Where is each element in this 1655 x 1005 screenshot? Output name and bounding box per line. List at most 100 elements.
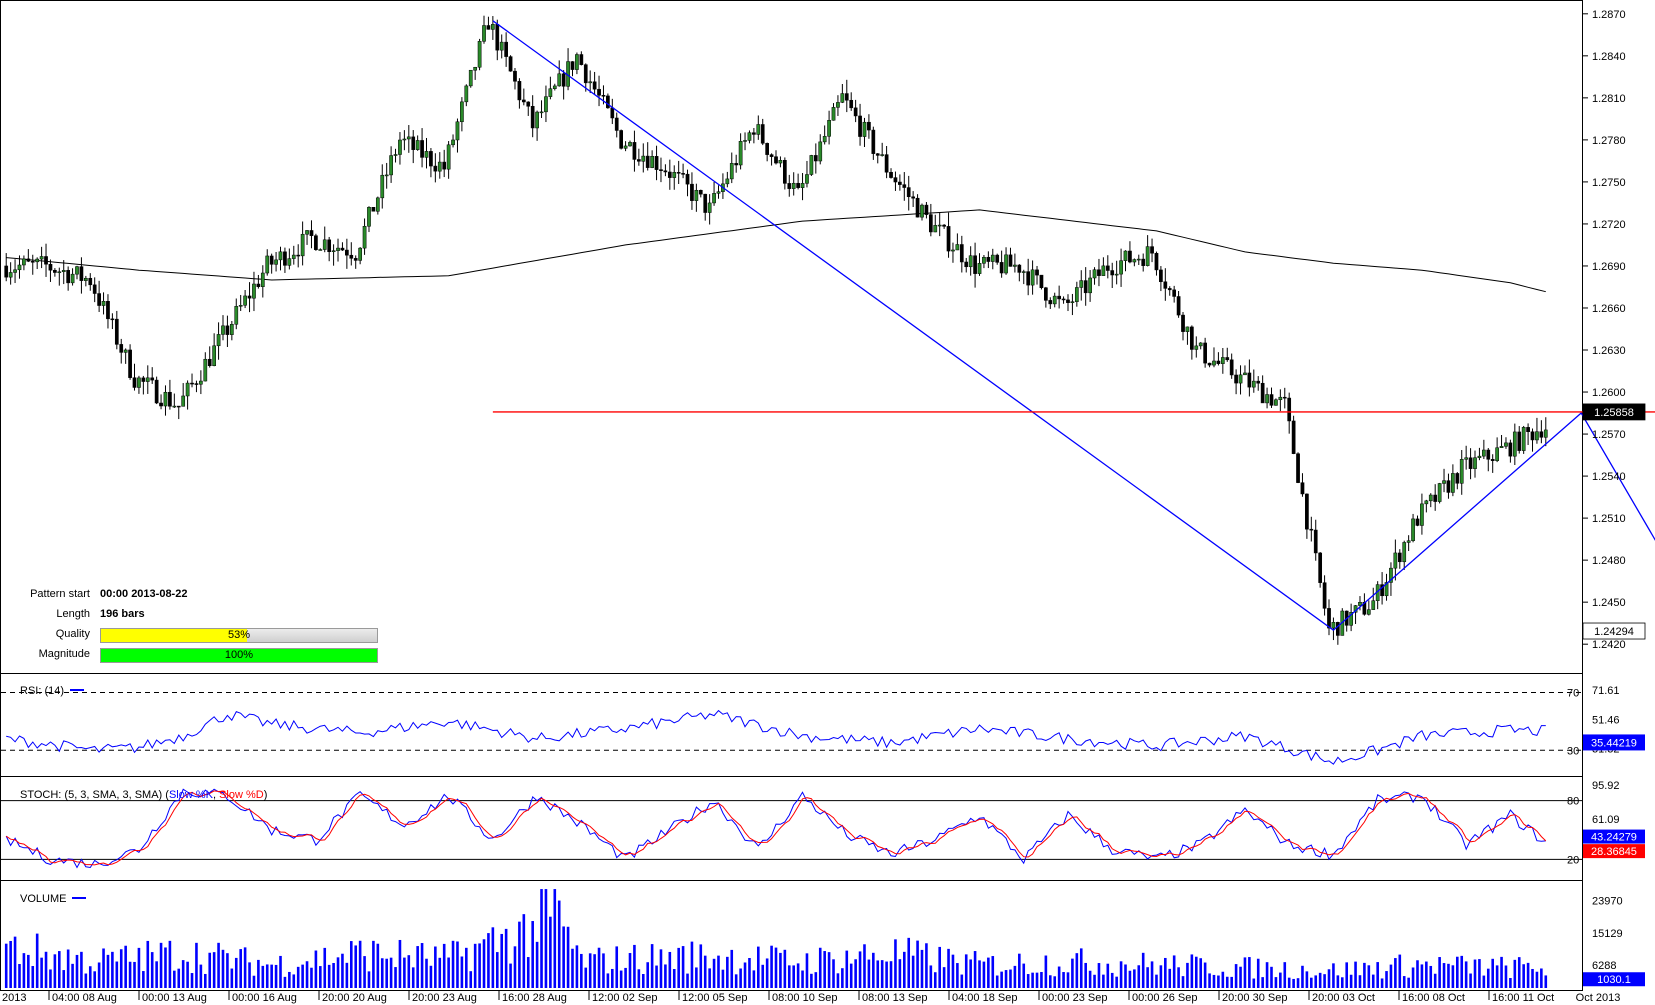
candle[interactable] bbox=[1017, 264, 1022, 282]
candle[interactable] bbox=[1092, 267, 1097, 285]
candle[interactable] bbox=[597, 75, 601, 107]
candle[interactable] bbox=[371, 207, 376, 212]
candle[interactable] bbox=[336, 238, 340, 262]
candle[interactable] bbox=[796, 173, 800, 190]
candle[interactable] bbox=[858, 103, 862, 146]
candle[interactable] bbox=[455, 118, 460, 153]
candle[interactable] bbox=[79, 257, 84, 294]
candle[interactable] bbox=[1044, 286, 1048, 308]
candle[interactable] bbox=[557, 60, 562, 87]
candle[interactable] bbox=[898, 174, 902, 191]
candle[interactable] bbox=[216, 322, 221, 360]
candle[interactable] bbox=[614, 112, 619, 138]
candle[interactable] bbox=[880, 142, 885, 157]
candle[interactable] bbox=[1260, 375, 1265, 404]
candle[interactable] bbox=[314, 233, 318, 251]
candle[interactable] bbox=[110, 313, 115, 330]
candle[interactable] bbox=[822, 125, 827, 145]
candle[interactable] bbox=[632, 130, 637, 172]
candle[interactable] bbox=[349, 242, 354, 266]
candle[interactable] bbox=[1504, 437, 1508, 449]
candle[interactable] bbox=[66, 266, 70, 291]
candle[interactable] bbox=[1097, 258, 1101, 287]
candle[interactable] bbox=[756, 115, 761, 140]
candle[interactable] bbox=[1526, 423, 1530, 446]
candle[interactable] bbox=[1371, 587, 1376, 610]
candle[interactable] bbox=[1198, 342, 1203, 350]
candle[interactable] bbox=[1172, 285, 1177, 303]
candle[interactable] bbox=[999, 250, 1004, 278]
candle[interactable] bbox=[1490, 454, 1495, 473]
candle[interactable] bbox=[128, 344, 132, 380]
candle[interactable] bbox=[1446, 473, 1451, 499]
candle[interactable] bbox=[924, 201, 929, 219]
candle[interactable] bbox=[1468, 448, 1473, 480]
candle[interactable] bbox=[1052, 292, 1057, 308]
candle[interactable] bbox=[561, 70, 566, 100]
candle[interactable] bbox=[1203, 337, 1207, 368]
candle[interactable] bbox=[1167, 286, 1172, 296]
candle[interactable] bbox=[1035, 265, 1039, 285]
candle[interactable] bbox=[1287, 392, 1292, 434]
candle[interactable] bbox=[752, 128, 756, 144]
candle[interactable] bbox=[172, 393, 177, 408]
candle[interactable] bbox=[495, 19, 500, 61]
candle[interactable] bbox=[517, 78, 522, 109]
candle[interactable] bbox=[83, 275, 88, 287]
candle[interactable] bbox=[1296, 452, 1300, 484]
candle[interactable] bbox=[1057, 285, 1061, 309]
candle[interactable] bbox=[862, 117, 867, 148]
candle[interactable] bbox=[375, 196, 380, 215]
candle[interactable] bbox=[1543, 417, 1548, 447]
candle[interactable] bbox=[229, 320, 234, 341]
candle[interactable] bbox=[654, 145, 659, 181]
candle[interactable] bbox=[889, 168, 893, 179]
candle[interactable] bbox=[1291, 415, 1296, 455]
candle[interactable] bbox=[406, 125, 411, 153]
candle[interactable] bbox=[398, 132, 402, 165]
candle[interactable] bbox=[1194, 336, 1199, 358]
candle[interactable] bbox=[486, 16, 491, 30]
candle[interactable] bbox=[274, 252, 278, 272]
candle[interactable] bbox=[1212, 347, 1216, 368]
candle[interactable] bbox=[592, 71, 597, 95]
candle[interactable] bbox=[1349, 603, 1353, 632]
candle[interactable] bbox=[743, 132, 747, 151]
candle[interactable] bbox=[234, 298, 239, 330]
candle[interactable] bbox=[818, 134, 823, 165]
candle[interactable] bbox=[539, 100, 544, 118]
candle[interactable] bbox=[1190, 325, 1194, 360]
candle[interactable] bbox=[35, 257, 40, 270]
candle[interactable] bbox=[844, 79, 849, 113]
candle[interactable] bbox=[57, 267, 62, 286]
candle[interactable] bbox=[1229, 353, 1234, 379]
candle[interactable] bbox=[1181, 311, 1185, 341]
candle[interactable] bbox=[915, 194, 920, 218]
candle[interactable] bbox=[287, 248, 292, 270]
candle[interactable] bbox=[995, 253, 1000, 265]
candle[interactable] bbox=[247, 282, 252, 313]
candle[interactable] bbox=[477, 38, 482, 71]
candle[interactable] bbox=[70, 268, 75, 286]
candle[interactable] bbox=[1411, 513, 1415, 543]
candle[interactable] bbox=[942, 224, 946, 229]
candle[interactable] bbox=[415, 135, 420, 151]
candle[interactable] bbox=[473, 66, 478, 80]
candle[interactable] bbox=[606, 93, 610, 109]
candle[interactable] bbox=[513, 68, 517, 90]
candle[interactable] bbox=[637, 148, 641, 166]
candle[interactable] bbox=[1477, 447, 1482, 461]
candle[interactable] bbox=[526, 101, 531, 116]
candle[interactable] bbox=[1150, 238, 1154, 263]
candle[interactable] bbox=[853, 99, 858, 123]
candle[interactable] bbox=[769, 153, 774, 166]
candle[interactable] bbox=[22, 255, 26, 271]
candle[interactable] bbox=[1207, 362, 1212, 368]
candle[interactable] bbox=[1154, 251, 1159, 276]
candle[interactable] bbox=[805, 160, 809, 188]
candle[interactable] bbox=[389, 146, 393, 183]
candle[interactable] bbox=[1397, 549, 1402, 569]
candle[interactable] bbox=[291, 245, 296, 265]
candle[interactable] bbox=[791, 172, 796, 196]
candle[interactable] bbox=[221, 315, 225, 341]
